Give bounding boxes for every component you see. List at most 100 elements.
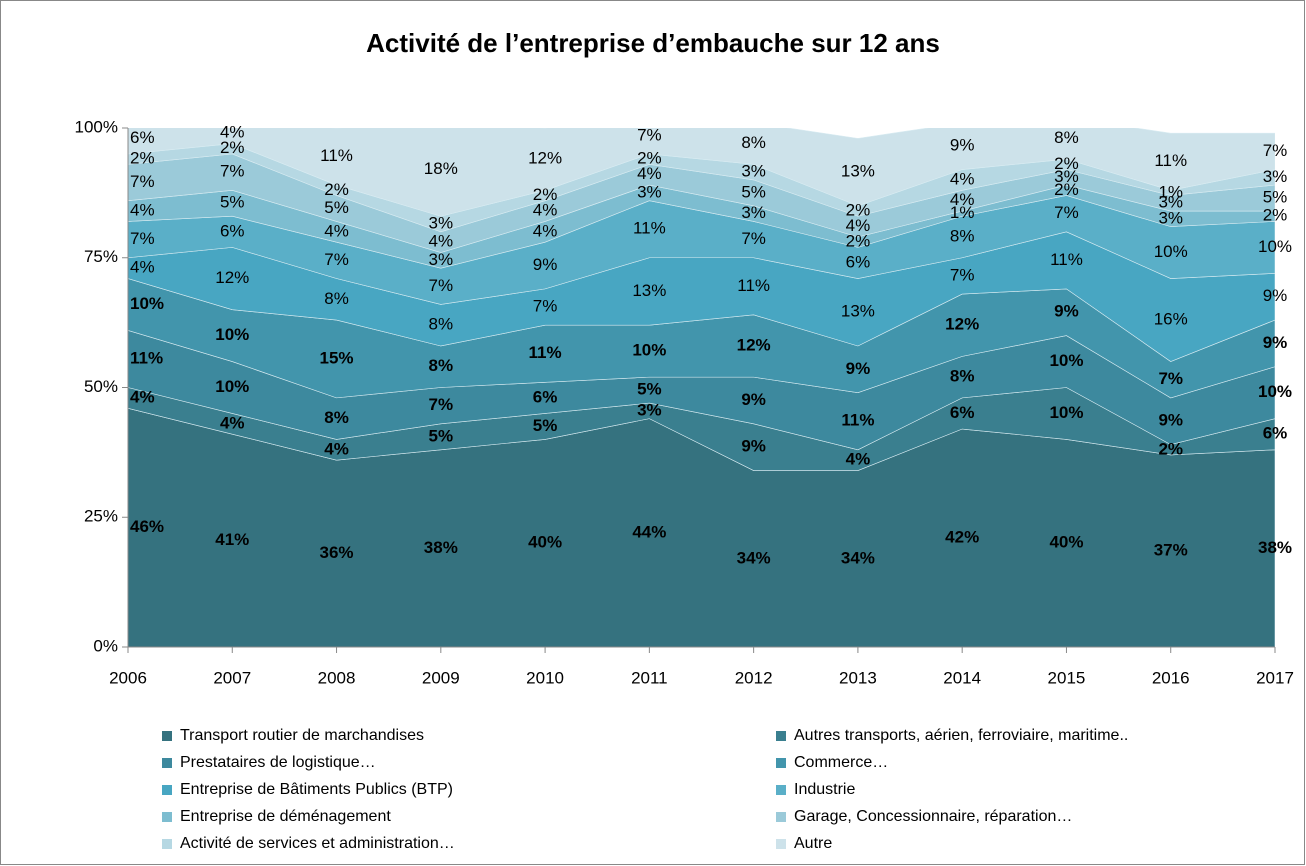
- x-tick-label: 2010: [526, 668, 564, 687]
- data-label: 3%: [637, 400, 662, 419]
- data-label: 3%: [1158, 193, 1183, 212]
- data-label: 2%: [220, 138, 245, 157]
- x-tick-label: 2015: [1048, 668, 1086, 687]
- legend-label: Garage, Concessionnaire, réparation…: [794, 808, 1072, 825]
- data-label: 4%: [130, 258, 155, 277]
- data-label: 4%: [220, 413, 245, 432]
- data-label: 4%: [637, 164, 662, 183]
- legend-label: Prestataires de logistique…: [180, 754, 376, 771]
- data-label: 4%: [950, 169, 975, 188]
- data-label: 12%: [737, 335, 771, 354]
- data-label: 4%: [846, 216, 871, 235]
- data-label: 9%: [741, 390, 766, 409]
- data-label: 11%: [130, 348, 163, 367]
- data-label: 11%: [1050, 250, 1083, 269]
- legend-label: Entreprise de Bâtiments Publics (BTP): [180, 781, 453, 798]
- data-label: 11%: [737, 276, 770, 295]
- y-tick-label: 0%: [93, 636, 118, 655]
- data-label: 7%: [429, 395, 454, 414]
- data-label: 8%: [950, 367, 975, 386]
- data-label: 4%: [324, 221, 349, 240]
- x-tick-label: 2009: [422, 668, 460, 687]
- data-label: 8%: [950, 226, 975, 245]
- legend-swatch: [162, 839, 172, 849]
- data-label: 7%: [741, 229, 766, 248]
- data-label: 10%: [215, 325, 249, 344]
- data-label: 10%: [130, 294, 164, 313]
- data-label: 7%: [429, 276, 454, 295]
- data-label: 13%: [841, 302, 875, 321]
- data-label: 9%: [1054, 302, 1079, 321]
- data-label: 5%: [533, 416, 558, 435]
- data-label: 13%: [841, 162, 875, 181]
- data-label: 7%: [637, 125, 662, 144]
- data-label: 4%: [533, 221, 558, 240]
- data-label: 9%: [533, 255, 558, 274]
- data-label: 36%: [320, 543, 354, 562]
- data-label: 6%: [220, 221, 245, 240]
- data-label: 9%: [1158, 411, 1183, 430]
- data-label: 7%: [220, 162, 245, 181]
- legend-label: Entreprise de déménagement: [180, 808, 391, 825]
- data-label: 12%: [528, 149, 562, 168]
- data-label: 2%: [1054, 154, 1079, 173]
- data-label: 6%: [533, 387, 558, 406]
- legend-swatch: [162, 731, 172, 741]
- data-label: 12%: [945, 315, 979, 334]
- data-label: 16%: [1154, 310, 1188, 329]
- data-label: 6%: [1263, 424, 1288, 443]
- data-label: 5%: [1263, 188, 1288, 207]
- data-label: 2%: [846, 232, 871, 251]
- data-label: 4%: [130, 201, 155, 220]
- legend-swatch: [776, 839, 786, 849]
- data-label: 2%: [637, 149, 662, 168]
- data-label: 12%: [215, 268, 249, 287]
- data-label: 4%: [130, 387, 155, 406]
- data-label: 10%: [1049, 403, 1083, 422]
- legend-swatch: [162, 785, 172, 795]
- x-tick-label: 2008: [318, 668, 356, 687]
- x-tick-label: 2012: [735, 668, 773, 687]
- data-label: 8%: [324, 408, 349, 427]
- data-label: 7%: [533, 297, 558, 316]
- legend-swatch: [776, 812, 786, 822]
- data-label: 10%: [215, 377, 249, 396]
- data-label: 3%: [1054, 167, 1079, 186]
- data-label: 11%: [841, 411, 874, 430]
- data-label: 44%: [632, 522, 666, 541]
- data-label: 7%: [130, 172, 155, 191]
- data-label: 13%: [632, 281, 666, 300]
- data-label: 1%: [1158, 182, 1183, 201]
- legend-label: Activité de services et administration…: [180, 835, 455, 852]
- legend-swatch: [162, 812, 172, 822]
- data-label: 3%: [429, 250, 454, 269]
- data-label: 7%: [1263, 141, 1288, 160]
- data-label: 8%: [429, 315, 454, 334]
- data-label: 41%: [215, 530, 249, 549]
- data-label: 34%: [841, 548, 875, 567]
- legend-swatch: [776, 731, 786, 741]
- data-label: 10%: [1258, 237, 1292, 256]
- data-label: 3%: [741, 203, 766, 222]
- data-label: 9%: [846, 359, 871, 378]
- legend-label: Autres transports, aérien, ferroviaire, …: [794, 727, 1128, 744]
- legend-swatch: [162, 758, 172, 768]
- data-label: 4%: [533, 201, 558, 220]
- data-label: 37%: [1154, 540, 1188, 559]
- y-tick-label: 50%: [84, 377, 118, 396]
- data-label: 10%: [1258, 382, 1292, 401]
- data-label: 4%: [429, 232, 454, 251]
- data-label: 8%: [324, 289, 349, 308]
- x-tick-label: 2006: [109, 668, 147, 687]
- x-tick-label: 2007: [213, 668, 251, 687]
- data-label: 11%: [529, 343, 562, 362]
- legend-swatch: [776, 758, 786, 768]
- x-tick-label: 2016: [1152, 668, 1190, 687]
- data-label: 5%: [324, 198, 349, 217]
- data-label: 5%: [637, 380, 662, 399]
- data-label: 38%: [1258, 538, 1292, 557]
- data-label: 11%: [633, 219, 666, 238]
- data-label: 42%: [945, 527, 979, 546]
- data-label: 11%: [320, 146, 353, 165]
- data-label: 3%: [1158, 208, 1183, 227]
